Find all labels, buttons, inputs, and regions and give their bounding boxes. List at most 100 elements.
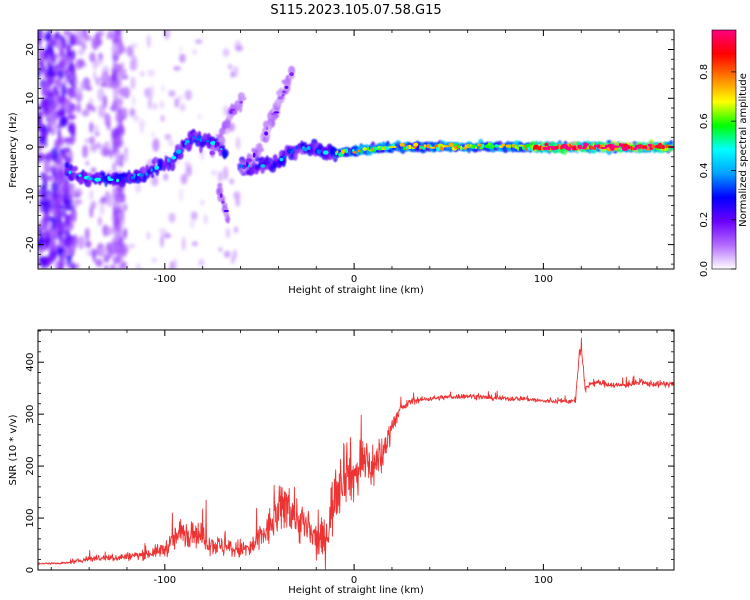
y-tick-label: 300 xyxy=(25,405,36,424)
heatmap-cell xyxy=(631,147,634,151)
heatmap-cell xyxy=(71,234,78,247)
heatmap-cell xyxy=(98,104,106,118)
heatmap-cell xyxy=(92,253,97,263)
heatmap-cell xyxy=(135,183,142,193)
heatmap-cell xyxy=(501,143,506,147)
heatmap-cell xyxy=(600,146,607,150)
heatmap-cell xyxy=(168,212,176,223)
heatmap-cell xyxy=(147,69,156,77)
heatmap-cell xyxy=(290,150,293,155)
heatmap-cell xyxy=(233,191,241,200)
heatmap-cell xyxy=(118,208,122,214)
heatmap-cell xyxy=(44,236,50,248)
heatmap-cell xyxy=(60,82,67,97)
heatmap-cell xyxy=(114,230,120,244)
heatmap-cell xyxy=(92,106,96,113)
heatmap-cell xyxy=(43,193,48,201)
heatmap-cell xyxy=(217,171,223,183)
heatmap-cell xyxy=(391,145,397,149)
heatmap-cell xyxy=(449,143,455,148)
heatmap-cell xyxy=(91,37,99,51)
heatmap-cell xyxy=(239,100,244,104)
heatmap-cell xyxy=(230,71,235,78)
heatmap-cell xyxy=(38,249,42,258)
heatmap-cell xyxy=(76,102,81,114)
x-tick-label: 100 xyxy=(534,575,553,586)
heatmap-cell xyxy=(89,189,94,201)
heatmap-cell xyxy=(130,76,136,90)
heatmap-cell xyxy=(176,149,182,155)
heatmap-cell xyxy=(111,128,119,139)
heatmap-cell xyxy=(86,103,93,111)
heatmap-cell xyxy=(579,144,582,150)
heatmap-cell xyxy=(58,110,65,116)
heatmap-cell xyxy=(554,146,559,150)
heatmap-cell xyxy=(72,165,79,172)
heatmap-cell xyxy=(63,30,72,37)
heatmap-cell xyxy=(292,148,295,152)
heatmap-cell xyxy=(73,193,81,198)
heatmap-cell xyxy=(145,172,148,176)
heatmap-cell xyxy=(116,70,123,81)
heatmap-cell xyxy=(230,109,238,115)
heatmap-cell xyxy=(50,147,59,161)
heatmap-cell xyxy=(51,216,56,229)
heatmap-cell xyxy=(219,193,223,199)
heatmap-cell xyxy=(180,173,188,185)
heatmap-cell xyxy=(288,65,296,76)
heatmap-cell xyxy=(147,96,152,110)
heatmap-cell xyxy=(209,150,215,156)
heatmap-cell xyxy=(105,193,114,207)
spectrogram-ylabel: Frequency (Hz) xyxy=(8,112,19,188)
heatmap-cell xyxy=(267,124,272,134)
heatmap-cell xyxy=(184,89,193,101)
heatmap-cell xyxy=(192,136,196,139)
heatmap-cell xyxy=(178,95,183,101)
heatmap-cell xyxy=(80,81,86,91)
heatmap-cell xyxy=(498,145,504,148)
heatmap-cell xyxy=(426,144,431,149)
heatmap-cell xyxy=(75,263,80,269)
heatmap-cell xyxy=(140,166,146,175)
heatmap-cell xyxy=(282,90,286,93)
heatmap-cell xyxy=(41,246,48,251)
heatmap-cell xyxy=(192,48,197,56)
heatmap-cell xyxy=(117,265,122,269)
heatmap-cell xyxy=(111,72,117,82)
heatmap-cell xyxy=(64,70,68,75)
heatmap-cell xyxy=(83,34,92,42)
heatmap-cell xyxy=(295,145,299,150)
heatmap-cell xyxy=(234,226,238,234)
heatmap-cell xyxy=(38,152,42,165)
heatmap-cell xyxy=(219,186,223,196)
heatmap-cell xyxy=(195,39,203,44)
heatmap-cell xyxy=(106,33,113,40)
heatmap-cell xyxy=(101,70,109,85)
heatmap-cell xyxy=(206,139,210,143)
heatmap-cell xyxy=(173,66,181,71)
colorbar: 0.0 0.2 0.4 0.6 0.8 Normalized spectral ampl… xyxy=(699,29,749,277)
snr-xlabel: Height of straight line (km) xyxy=(288,585,424,596)
heatmap-cell xyxy=(62,183,70,195)
heatmap-cell xyxy=(96,177,101,182)
heatmap-cell xyxy=(189,219,195,229)
heatmap-cell xyxy=(156,158,164,167)
heatmap-cell xyxy=(154,165,159,170)
heatmap-cell xyxy=(120,176,125,180)
heatmap-cell xyxy=(47,194,53,201)
heatmap-cell xyxy=(113,215,121,226)
snr-ticks: -100 0 100 0 100 200 300 400 xyxy=(25,330,674,586)
heatmap-cell xyxy=(229,178,234,185)
heatmap-cell xyxy=(52,121,58,135)
heatmap-cell xyxy=(117,87,125,96)
heatmap-cell xyxy=(114,62,118,68)
heatmap-cell xyxy=(113,30,122,36)
heatmap-cell xyxy=(111,42,120,56)
heatmap-cell xyxy=(197,114,202,120)
heatmap-cell xyxy=(171,155,177,160)
heatmap-cell xyxy=(184,142,187,145)
heatmap-cell xyxy=(66,235,73,240)
heatmap-cell xyxy=(93,124,99,134)
heatmap-cell xyxy=(117,108,122,114)
